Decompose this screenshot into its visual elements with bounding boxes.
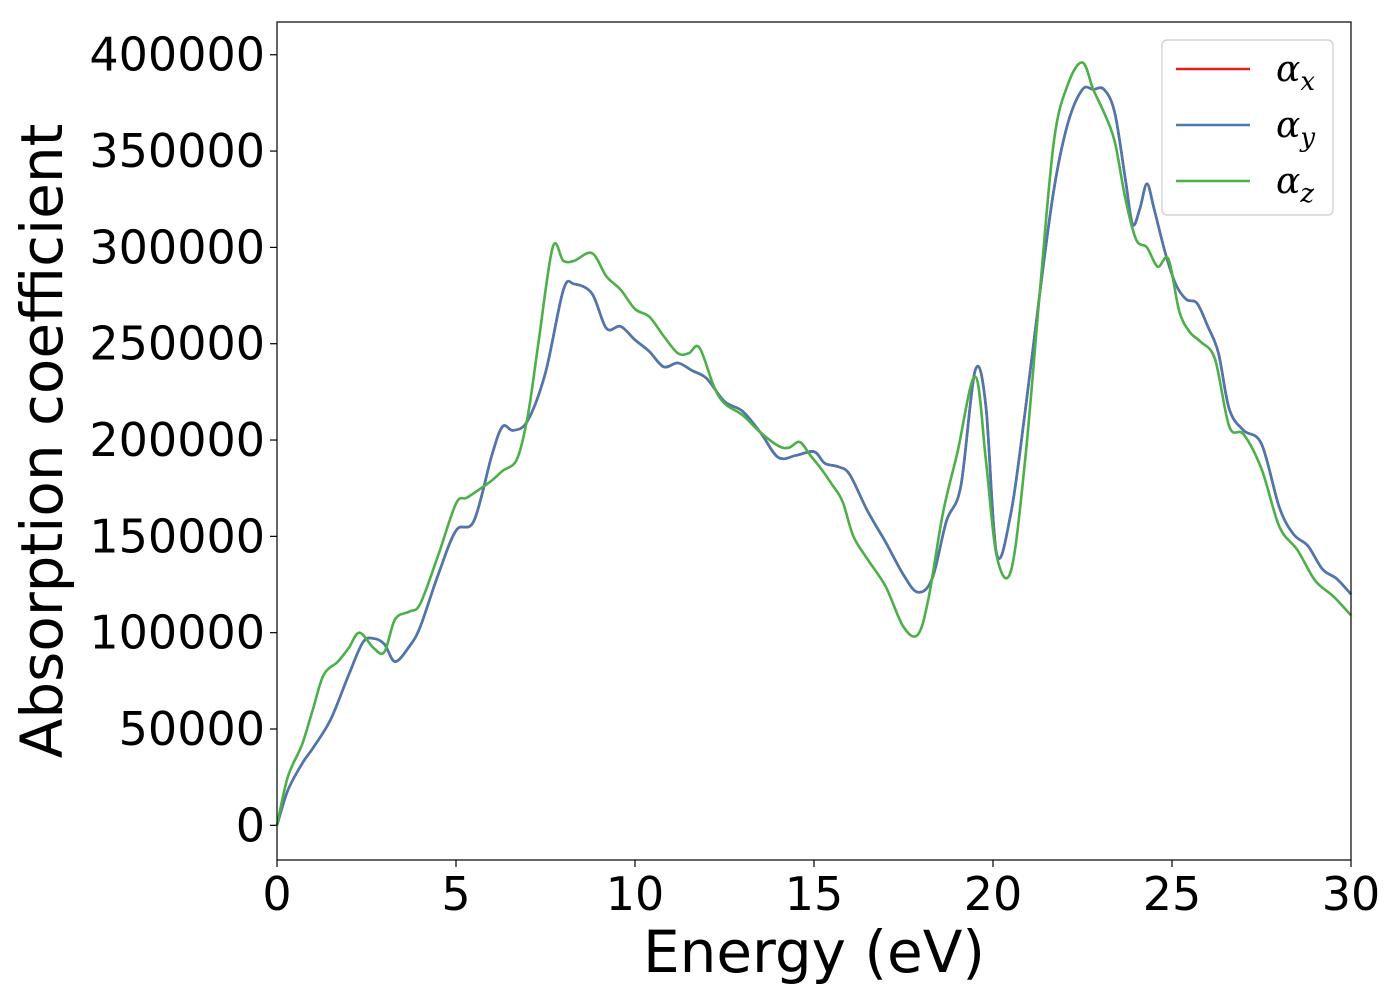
y-axis-label: Absorption coefficient bbox=[8, 124, 76, 759]
x-tick-label: 30 bbox=[1322, 867, 1381, 921]
legend-symbol: α bbox=[1276, 161, 1300, 202]
series-line-z bbox=[275, 61, 1352, 826]
plot-frame bbox=[276, 21, 1352, 861]
x-tick-label: 0 bbox=[262, 867, 291, 921]
y-tick-label: 50000 bbox=[119, 702, 265, 756]
legend-box bbox=[1161, 39, 1334, 216]
x-tick-label: 10 bbox=[606, 867, 665, 921]
x-tick-label: 20 bbox=[964, 867, 1023, 921]
y-tick-label: 0 bbox=[236, 798, 265, 852]
legend-subscript: y bbox=[1299, 123, 1315, 153]
y-tick-label: 400000 bbox=[89, 28, 265, 82]
legend-label-y: αy bbox=[1276, 105, 1315, 153]
x-tick-label: 5 bbox=[441, 867, 470, 921]
legend-subscript: x bbox=[1300, 67, 1315, 97]
y-tick-label: 200000 bbox=[89, 413, 265, 467]
y-tick-label: 350000 bbox=[89, 124, 265, 178]
legend-symbol: α bbox=[1276, 105, 1300, 146]
legend-label-x: αx bbox=[1276, 49, 1315, 97]
legend-symbol: α bbox=[1276, 49, 1300, 90]
y-tick-label: 150000 bbox=[89, 509, 265, 563]
y-tick-label: 100000 bbox=[89, 606, 265, 660]
y-axis-ticks: 0 50000 100000 150000 200000 250000 300000 3500… bbox=[89, 28, 277, 852]
y-tick-label: 300000 bbox=[89, 220, 265, 274]
legend-label-z: αz bbox=[1276, 161, 1314, 209]
plot-series-group bbox=[275, 61, 1352, 826]
x-axis-ticks: 0 5 10 15 20 25 30 bbox=[262, 860, 1380, 921]
y-tick-label: 250000 bbox=[89, 317, 265, 371]
x-tick-label: 15 bbox=[785, 867, 844, 921]
legend-subscript: z bbox=[1299, 179, 1314, 209]
x-tick-label: 25 bbox=[1143, 867, 1202, 921]
x-axis-label: Energy (eV) bbox=[643, 918, 985, 986]
